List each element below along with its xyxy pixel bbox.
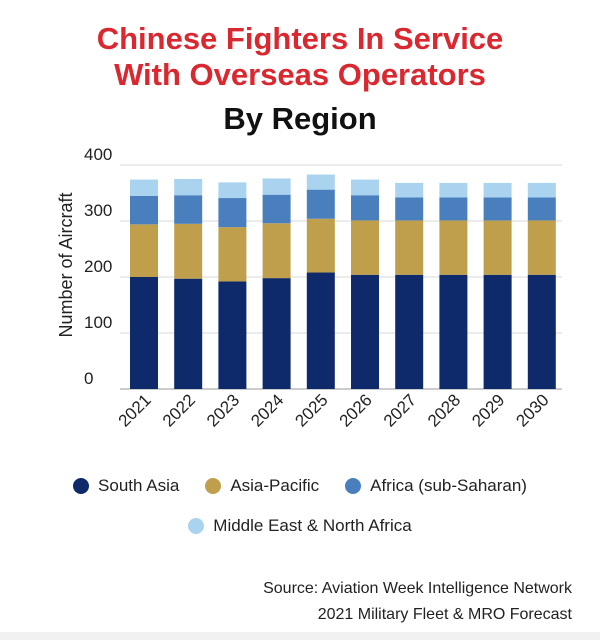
bar-2024-middle-east-north-africa: [262, 178, 291, 195]
x-tick-label-2028: 2028: [424, 390, 464, 430]
bar-2023-south-asia: [218, 281, 247, 389]
bar-2030-africa-sub-saharan-: [527, 197, 556, 221]
bar-2021-asia-pacific: [130, 224, 158, 277]
bar-2022-africa-sub-saharan-: [174, 195, 203, 224]
x-tick-label-2026: 2026: [336, 390, 376, 430]
bar-2024-africa-sub-saharan-: [262, 194, 291, 224]
x-tick-label-2021: 2021: [115, 390, 155, 430]
legend-item-africa-sub-saharan-: Africa (sub-Saharan): [345, 476, 527, 496]
y-tick-label-100: 100: [84, 313, 112, 332]
x-tick-label-2024: 2024: [247, 390, 287, 430]
legend-swatch: [205, 478, 222, 494]
bar-2027-asia-pacific: [395, 220, 424, 275]
bar-2022-south-asia: [174, 278, 203, 389]
y-tick-label-300: 300: [84, 201, 112, 220]
bar-2023-africa-sub-saharan-: [218, 198, 247, 228]
x-tick-label-2022: 2022: [159, 390, 199, 430]
legend-swatch: [73, 478, 90, 494]
bar-2030-asia-pacific: [527, 220, 556, 275]
legend-item-south-asia: South Asia: [73, 476, 179, 496]
legend-label: Asia-Pacific: [230, 476, 320, 495]
chart-subtitle: By Region: [223, 101, 377, 136]
y-tick-label-0: 0: [84, 369, 93, 388]
bar-2023-asia-pacific: [218, 227, 247, 282]
x-tick-label-2025: 2025: [291, 390, 331, 430]
y-tick-label-400: 400: [84, 145, 112, 164]
bar-2025-asia-pacific: [306, 218, 335, 273]
bar-2021-south-asia: [130, 277, 158, 389]
bar-2025-south-asia: [306, 272, 335, 389]
bar-2025-middle-east-north-africa: [306, 174, 335, 190]
bar-2022-middle-east-north-africa: [174, 179, 203, 196]
x-tick-label-2029: 2029: [468, 390, 508, 430]
bar-2023-middle-east-north-africa: [218, 182, 247, 199]
y-tick-label-200: 200: [84, 257, 112, 276]
bar-2024-south-asia: [262, 278, 291, 389]
bar-2029-africa-sub-saharan-: [483, 197, 512, 221]
chart-title-line-2: With Overseas Operators: [114, 57, 486, 92]
x-tick-label-2023: 2023: [203, 390, 243, 430]
bar-2030-south-asia: [527, 274, 556, 389]
bar-2028-asia-pacific: [439, 220, 468, 275]
bar-2021-middle-east-north-africa: [130, 179, 158, 196]
source-line-2: 2021 Military Fleet & MRO Forecast: [317, 606, 572, 623]
bar-2026-south-asia: [351, 274, 379, 389]
bar-2026-middle-east-north-africa: [351, 179, 379, 196]
bar-2021-africa-sub-saharan-: [130, 195, 158, 225]
bar-2027-middle-east-north-africa: [395, 182, 424, 198]
bar-2028-africa-sub-saharan-: [439, 197, 468, 221]
bar-2029-middle-east-north-africa: [483, 182, 512, 198]
bar-2027-africa-sub-saharan-: [395, 197, 424, 221]
legend-label: Middle East & North Africa: [213, 516, 412, 535]
bar-2026-asia-pacific: [351, 220, 379, 275]
legend-label: Africa (sub-Saharan): [370, 476, 527, 495]
bar-2029-south-asia: [483, 274, 512, 389]
bar-2028-south-asia: [439, 274, 468, 389]
chart-title-line-1: Chinese Fighters In Service: [96, 21, 504, 56]
bar-2030-middle-east-north-africa: [527, 182, 556, 198]
x-tick-label-2030: 2030: [512, 390, 552, 430]
bar-2024-asia-pacific: [262, 223, 291, 279]
x-tick-label-2027: 2027: [380, 390, 420, 430]
bar-2028-middle-east-north-africa: [439, 182, 468, 198]
legend-item-middle-east-north-africa: Middle East & North Africa: [188, 516, 412, 536]
legend-swatch: [188, 518, 205, 534]
bar-2025-africa-sub-saharan-: [306, 189, 335, 219]
bar-2027-south-asia: [395, 274, 424, 389]
y-axis-label: Number of Aircraft: [56, 192, 76, 337]
source-line-1: Source: Aviation Week Intelligence Netwo…: [263, 580, 572, 597]
legend-item-asia-pacific: Asia-Pacific: [205, 476, 319, 496]
bar-2029-asia-pacific: [483, 220, 512, 275]
legend-label: South Asia: [98, 476, 180, 495]
legend-row-2: Middle East & North Africa: [0, 516, 600, 536]
legend-swatch: [345, 478, 362, 494]
bar-2026-africa-sub-saharan-: [351, 195, 379, 221]
bar-2022-asia-pacific: [174, 223, 203, 279]
legend-row-1: South Asia Asia-Pacific Africa (sub-Sahara…: [0, 476, 600, 496]
